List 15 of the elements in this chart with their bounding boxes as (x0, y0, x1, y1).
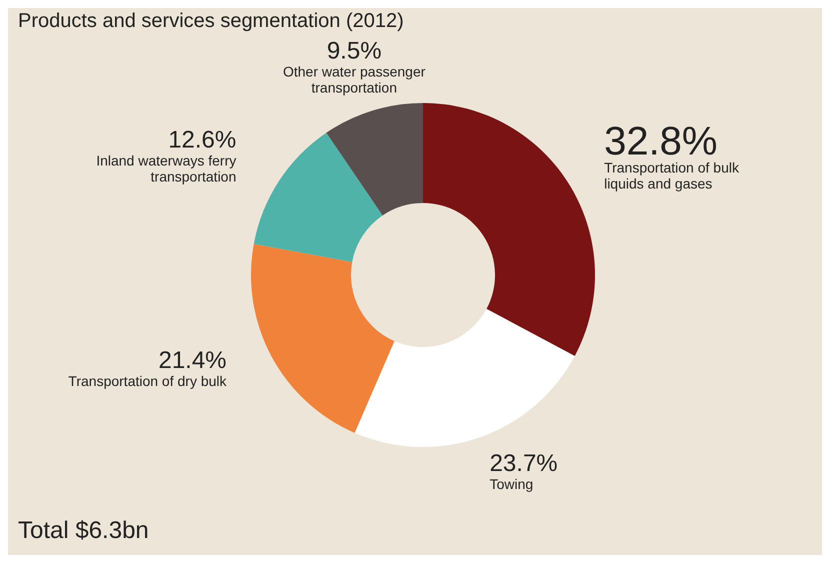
data-label: 9.5% (326, 38, 382, 65)
data-label: 12.6% (168, 126, 236, 154)
slice-label: Inland waterways ferry transportation (96, 152, 236, 184)
slice-label: Transportation of dry bulk (68, 373, 228, 390)
donut-slice (251, 244, 394, 433)
slice-label: Other water passenger transportation (282, 64, 426, 96)
donut-slice (254, 132, 383, 262)
data-label: 23.7% (490, 450, 558, 477)
slice-label: Towing (490, 476, 534, 492)
data-label: 21.4% (158, 347, 227, 374)
donut-slice (354, 308, 575, 447)
donut-slice (423, 103, 595, 356)
donut-slice (326, 103, 423, 216)
chart-title: Products and services segmentation (2012) (18, 10, 404, 33)
text: Total $6.3bn (18, 517, 149, 545)
